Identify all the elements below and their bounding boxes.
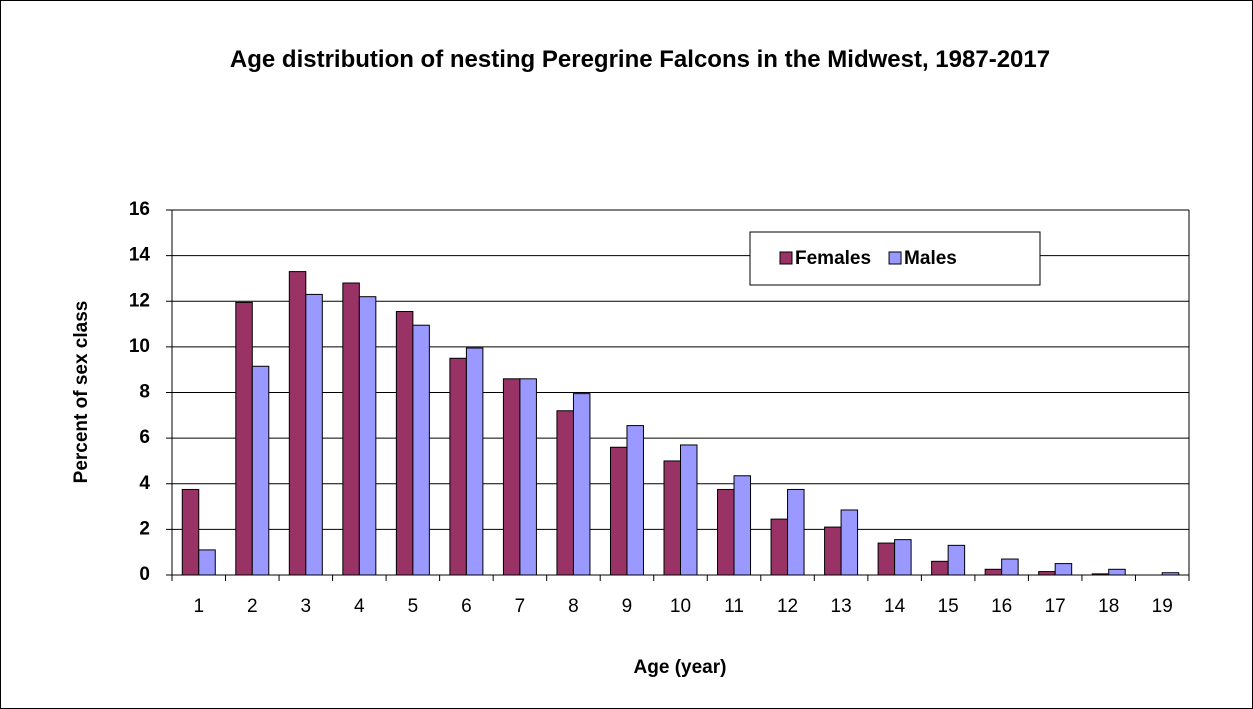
x-tick-label: 3 <box>301 596 312 617</box>
legend-label: Females <box>795 248 871 269</box>
x-tick-label: 12 <box>777 596 798 617</box>
x-tick-label: 6 <box>461 596 472 617</box>
bar <box>305 293 323 576</box>
bar <box>358 296 377 576</box>
x-tick-label: 19 <box>1152 596 1173 617</box>
bar <box>288 271 307 576</box>
x-tick-label: 5 <box>408 596 419 617</box>
bar <box>717 488 735 576</box>
x-tick-label: 17 <box>1045 596 1066 617</box>
legend-swatch <box>779 251 793 265</box>
bar <box>626 425 644 576</box>
y-tick-label: 2 <box>139 518 150 539</box>
bar <box>877 542 896 576</box>
bar <box>947 544 966 576</box>
x-tick-label: 16 <box>991 596 1012 617</box>
x-tick-label: 10 <box>670 596 691 617</box>
bar <box>235 301 253 576</box>
bar <box>181 488 200 576</box>
bar <box>680 444 698 576</box>
bar <box>412 324 430 576</box>
y-tick-label: 16 <box>129 199 150 220</box>
x-tick-label: 15 <box>938 596 959 617</box>
y-tick-label: 4 <box>139 473 150 494</box>
bar <box>395 311 414 576</box>
x-tick-label: 13 <box>831 596 852 617</box>
bar <box>519 378 537 576</box>
bar <box>609 446 628 576</box>
y-tick-label: 10 <box>129 336 150 357</box>
y-tick-label: 14 <box>129 245 151 266</box>
bar <box>465 347 484 576</box>
x-tick-label: 14 <box>884 596 906 617</box>
y-tick-label: 0 <box>139 564 150 585</box>
chart-title: Age distribution of nesting Peregrine Fa… <box>229 46 1051 73</box>
x-tick-label: 8 <box>568 596 579 617</box>
bar <box>556 410 574 576</box>
bar <box>1108 568 1126 576</box>
bar <box>1038 571 1056 576</box>
bar <box>840 509 859 576</box>
y-tick-label: 8 <box>139 382 150 403</box>
bar <box>824 526 842 576</box>
bar <box>198 549 216 576</box>
x-tick-label: 18 <box>1098 596 1119 617</box>
x-axis-label: Age (year) <box>634 657 727 678</box>
bar <box>572 393 591 576</box>
x-tick-label: 4 <box>354 596 365 617</box>
y-tick-label: 12 <box>129 290 150 311</box>
bar <box>894 539 912 576</box>
y-axis-label: Percent of sex class <box>71 301 92 484</box>
legend-label: Males <box>904 248 957 269</box>
bar <box>984 568 1003 576</box>
bar <box>1054 563 1073 576</box>
bar <box>931 560 949 576</box>
bar <box>770 518 789 576</box>
x-tick-label: 1 <box>193 596 204 617</box>
x-tick-label: 11 <box>724 596 744 617</box>
x-tick-label: 9 <box>622 596 633 617</box>
bar <box>663 460 681 576</box>
x-tick-label: 7 <box>515 596 526 617</box>
y-tick-label: 6 <box>139 427 150 448</box>
bar <box>733 475 752 576</box>
bar <box>787 488 805 576</box>
bar <box>1001 558 1019 576</box>
bar <box>251 365 270 576</box>
bar <box>342 282 360 576</box>
x-tick-label: 2 <box>247 596 258 617</box>
bar <box>502 378 521 576</box>
bar <box>449 357 467 576</box>
legend-swatch <box>888 251 902 265</box>
